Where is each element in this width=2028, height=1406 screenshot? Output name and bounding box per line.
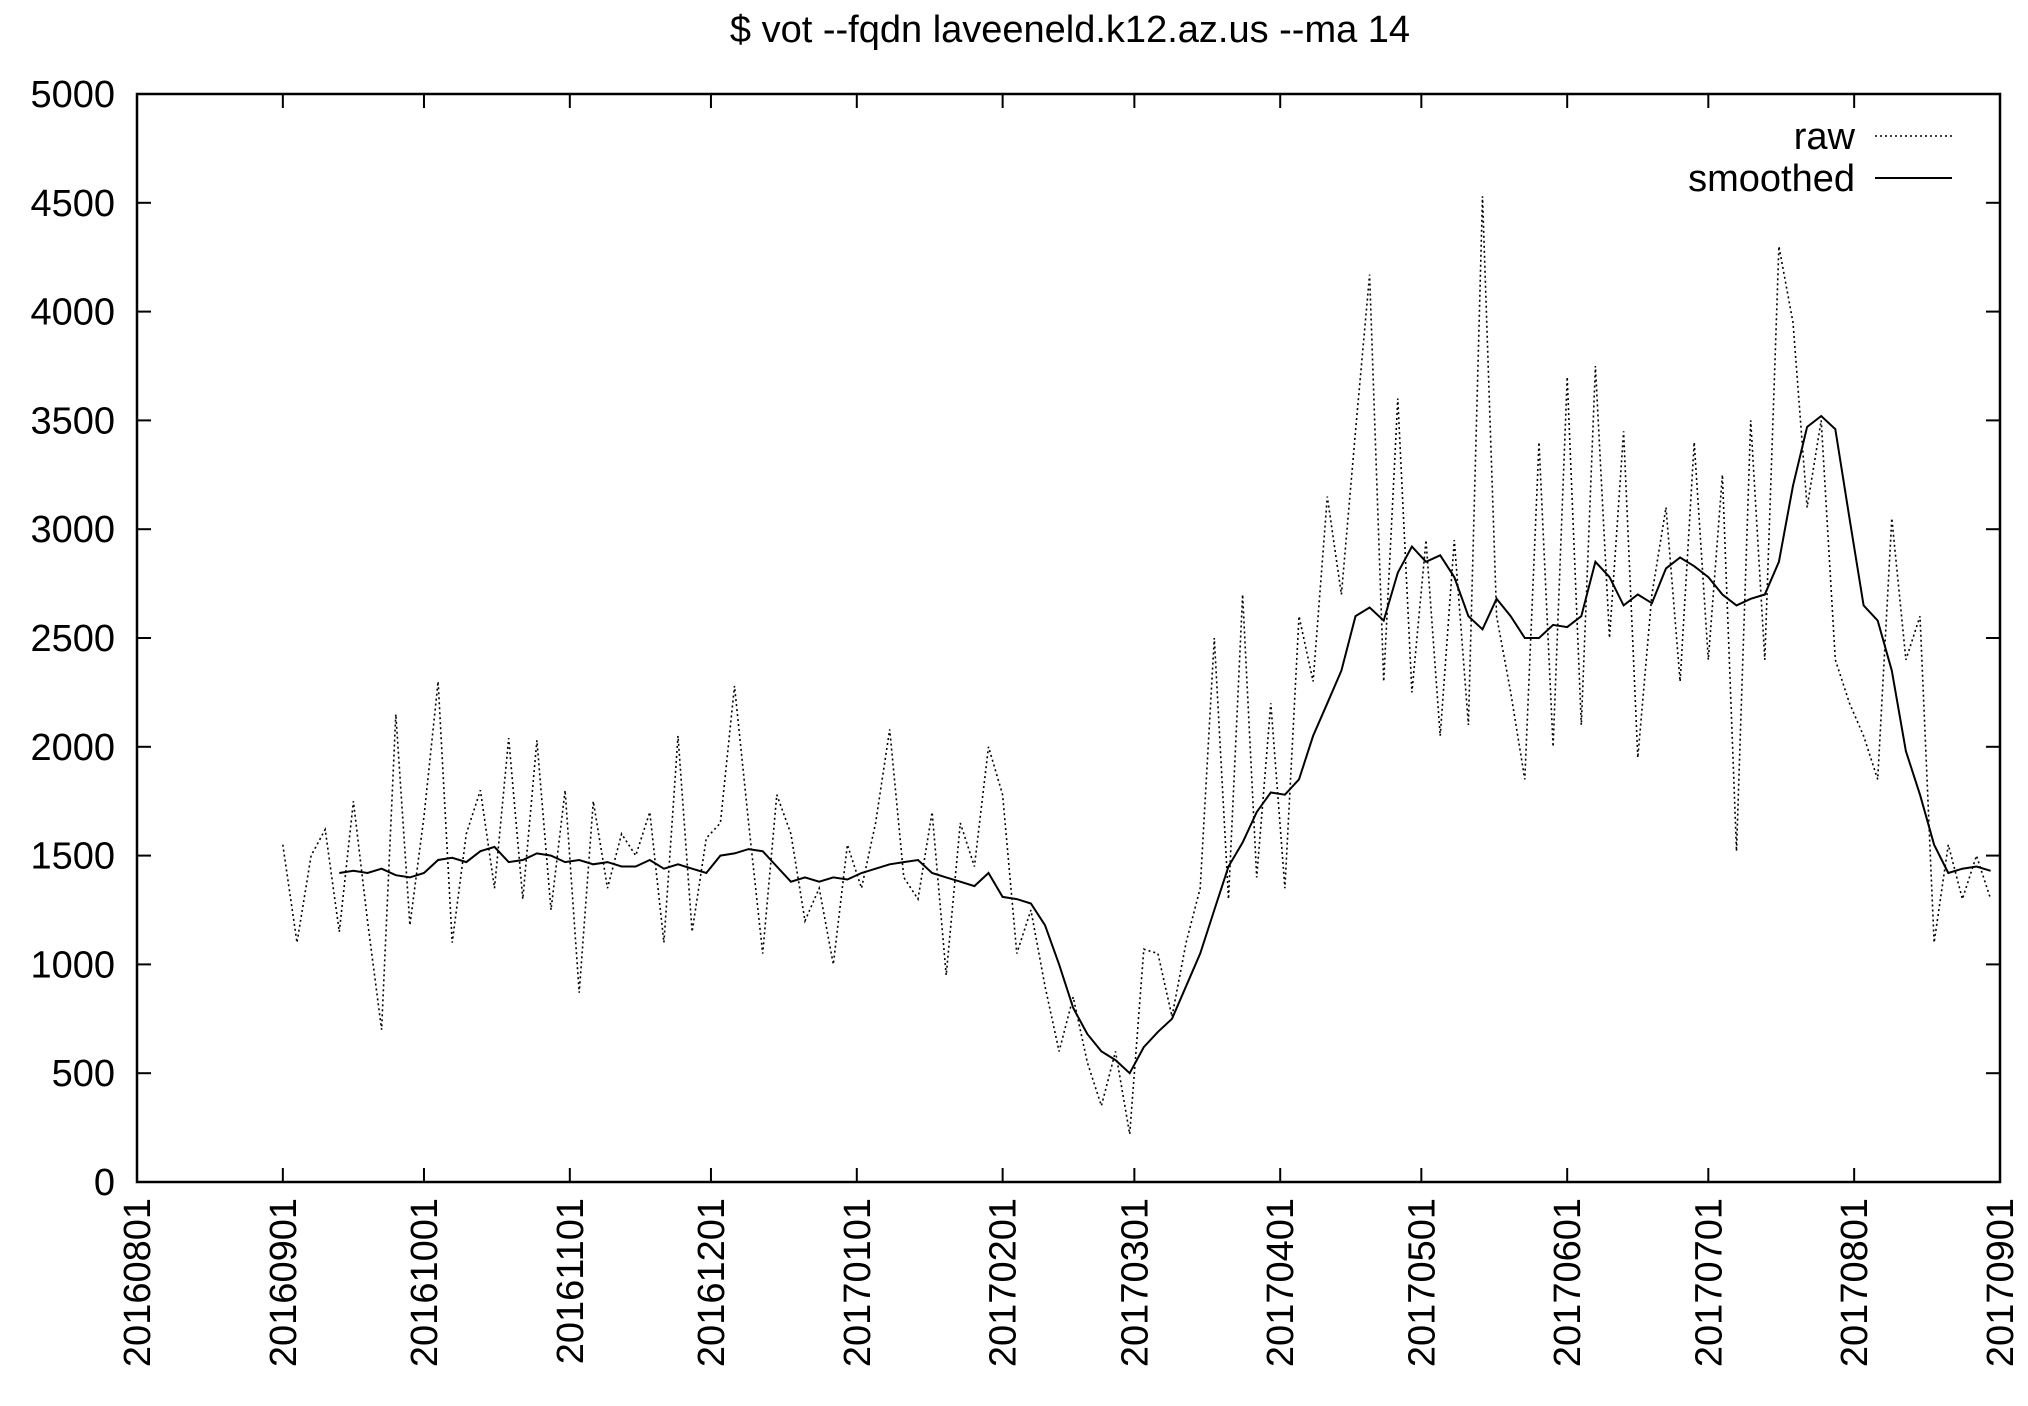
legend-label: smoothed	[1688, 158, 1855, 200]
x-tick-label: 20170801	[1834, 1198, 1876, 1367]
x-tick-label: 20170201	[983, 1198, 1025, 1367]
y-tick-label: 500	[52, 1053, 115, 1095]
x-tick-label: 20161201	[691, 1198, 733, 1367]
legend-label: raw	[1794, 116, 1856, 158]
line-smoothed	[339, 414, 1991, 1075]
x-tick-label: 20161101	[550, 1198, 592, 1364]
x-tick-label: 20170301	[1114, 1198, 1156, 1367]
y-tick-label: 0	[94, 1162, 115, 1204]
x-tick-label: 20160801	[117, 1198, 159, 1367]
y-tick-label: 1000	[30, 944, 115, 986]
line-raw	[282, 196, 1992, 1135]
x-tick-label: 20170601	[1547, 1198, 1589, 1367]
y-tick-label: 2500	[30, 618, 115, 660]
plot-frame	[135, 92, 2002, 1184]
x-tick-label: 20170501	[1401, 1198, 1443, 1367]
chart-title: $ vot --fqdn laveeneld.k12.az.us --ma 14	[730, 9, 1410, 51]
y-tick-label: 3000	[30, 509, 115, 551]
x-tick-label: 20161001	[404, 1198, 446, 1367]
x-tick-label: 20160901	[263, 1198, 305, 1367]
y-tick-label: 4000	[30, 292, 115, 334]
y-tick-label: 3500	[30, 400, 115, 442]
y-tick-label: 4500	[30, 183, 115, 225]
y-tick-label: 1500	[30, 836, 115, 878]
x-tick-label: 20170701	[1688, 1198, 1730, 1367]
x-tick-label: 20170101	[837, 1198, 879, 1367]
x-tick-label: 20170401	[1260, 1198, 1302, 1367]
y-tick-label: 2000	[30, 727, 115, 769]
y-tick-label: 5000	[30, 74, 115, 116]
x-tick-label: 20170901	[1980, 1198, 2022, 1367]
